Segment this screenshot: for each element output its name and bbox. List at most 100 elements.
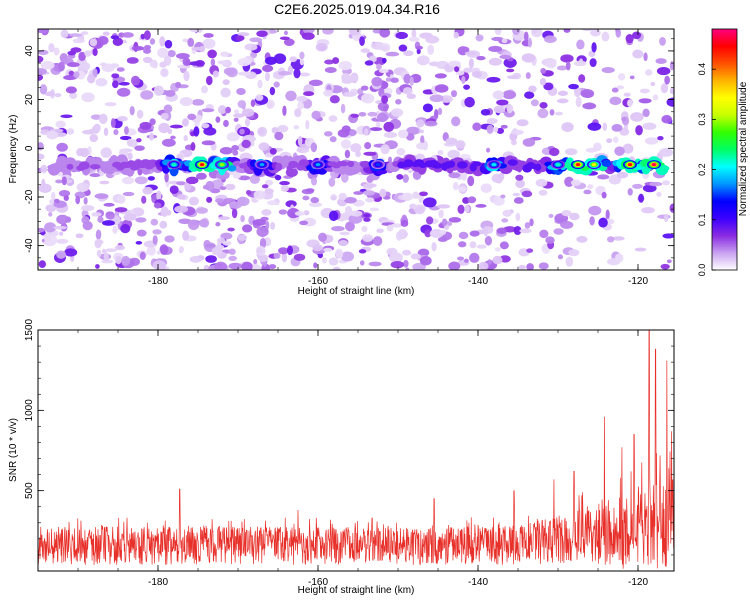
heatmap-cell bbox=[120, 224, 131, 234]
heatmap-cell bbox=[244, 117, 250, 127]
heatmap-cell bbox=[220, 51, 230, 57]
heatmap-cell bbox=[219, 186, 227, 191]
heatmap-cell bbox=[84, 50, 92, 57]
heatmap-cell bbox=[460, 153, 471, 160]
heatmap-cell bbox=[77, 61, 91, 72]
heatmap-cell bbox=[448, 261, 461, 270]
heatmap-cell bbox=[252, 218, 267, 226]
heatmap-cell bbox=[205, 255, 217, 263]
heatmap-cell bbox=[78, 51, 86, 62]
heatmap-cell bbox=[513, 197, 524, 204]
heatmap-cell bbox=[38, 55, 44, 63]
heatmap-cell bbox=[214, 198, 225, 203]
heatmap-cell bbox=[136, 229, 147, 237]
heatmap-cell bbox=[228, 262, 243, 270]
heatmap-cell bbox=[597, 174, 610, 180]
heatmap-cell bbox=[472, 122, 482, 131]
heatmap-cell bbox=[56, 250, 66, 259]
heatmap-cell bbox=[232, 150, 239, 156]
heatmap-cell bbox=[58, 190, 71, 197]
heatmap-cell bbox=[143, 30, 151, 40]
heatmap-cell bbox=[315, 163, 321, 167]
heatmap-cell bbox=[486, 124, 494, 134]
heatmap-cell bbox=[526, 263, 534, 270]
heatmap-cell bbox=[66, 163, 74, 170]
heatmap-cell bbox=[259, 238, 267, 249]
heatmap-cell bbox=[95, 264, 100, 269]
heatmap-cell bbox=[530, 99, 539, 107]
heatmap-cell bbox=[341, 72, 351, 82]
heatmap-cell bbox=[217, 60, 230, 65]
heatmap-cell bbox=[191, 98, 205, 106]
heatmap-cell bbox=[496, 99, 509, 106]
heatmap-cell bbox=[655, 58, 667, 65]
heatmap-cell bbox=[458, 231, 469, 240]
heatmap-cell bbox=[124, 126, 129, 135]
heatmap-cell bbox=[494, 247, 501, 252]
heatmap-cell bbox=[455, 140, 466, 149]
heatmap-cell bbox=[503, 57, 517, 68]
heatmap-cell bbox=[511, 129, 524, 135]
heatmap-cell bbox=[328, 115, 338, 123]
heatmap-cell bbox=[142, 186, 153, 195]
heatmap-cell bbox=[363, 151, 377, 156]
heatmap-cell bbox=[98, 113, 108, 125]
heatmap-cell bbox=[57, 61, 65, 72]
heatmap-cell bbox=[201, 108, 215, 113]
heatmap-cell bbox=[411, 29, 417, 39]
heatmap-cell bbox=[492, 255, 503, 265]
heatmap-cell bbox=[397, 129, 409, 139]
heatmap-cell bbox=[582, 29, 593, 32]
heatmap-cell bbox=[201, 123, 210, 129]
heatmap-cell bbox=[299, 72, 311, 77]
heatmap-cell bbox=[528, 85, 537, 93]
heatmap-cell bbox=[112, 225, 118, 234]
heatmap-cell bbox=[253, 190, 266, 200]
heatmap-cell bbox=[68, 33, 82, 37]
heatmap-cell bbox=[219, 163, 225, 167]
heatmap-cell bbox=[506, 104, 514, 114]
heatmap-cell bbox=[543, 82, 554, 91]
heatmap-cell bbox=[39, 84, 48, 95]
heatmap-cell bbox=[617, 73, 626, 81]
heatmap-cell bbox=[63, 75, 78, 81]
heatmap-cell bbox=[357, 88, 364, 95]
heatmap-cell bbox=[478, 261, 489, 270]
heatmap-cell bbox=[363, 183, 377, 188]
heatmap-cell bbox=[110, 35, 120, 40]
heatmap-cell bbox=[97, 216, 104, 223]
heatmap-cell bbox=[270, 221, 276, 230]
heatmap-cell bbox=[137, 168, 143, 176]
heatmap-cell bbox=[441, 218, 448, 227]
spectrogram-panel: -180 -160 -140 -120 -40 -20 0 20 40 Height of s… bbox=[8, 28, 675, 297]
heatmap-cell bbox=[376, 112, 388, 123]
heatmap-cell bbox=[160, 68, 169, 78]
heatmap-cell bbox=[102, 220, 115, 226]
heatmap-cell bbox=[554, 111, 563, 116]
heatmap-cell bbox=[527, 37, 533, 48]
heatmap-cell bbox=[237, 100, 247, 109]
heatmap-cell bbox=[627, 188, 633, 196]
y-tick-label: 1000 bbox=[24, 399, 35, 422]
y-tick-label: 20 bbox=[24, 94, 35, 106]
heatmap-cell bbox=[359, 260, 365, 266]
heatmap-cell bbox=[503, 226, 517, 233]
heatmap-cell bbox=[564, 176, 574, 187]
heatmap-cell bbox=[202, 184, 210, 190]
heatmap-cell bbox=[406, 93, 416, 100]
heatmap-cell bbox=[182, 230, 190, 241]
heatmap-cell bbox=[169, 124, 184, 129]
heatmap-cell bbox=[369, 207, 380, 212]
heatmap-cell bbox=[344, 196, 357, 204]
spectrogram-y-ticks: -40 -20 0 20 40 bbox=[24, 38, 674, 271]
heatmap-cell bbox=[396, 147, 406, 156]
heatmap-cell bbox=[269, 86, 276, 96]
heatmap-cell bbox=[229, 201, 242, 209]
heatmap-cell bbox=[280, 184, 289, 192]
heatmap-cell bbox=[606, 138, 613, 144]
heatmap-cell bbox=[486, 147, 491, 153]
heatmap-cell bbox=[656, 66, 671, 76]
heatmap-cell bbox=[535, 178, 548, 187]
heatmap-cell bbox=[286, 245, 294, 256]
heatmap-cell bbox=[623, 92, 631, 97]
